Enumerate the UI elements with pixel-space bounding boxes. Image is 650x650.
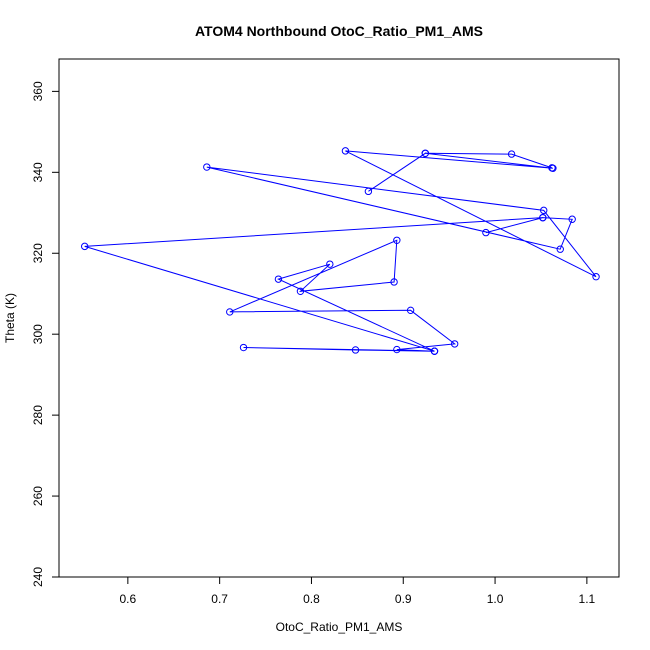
series-line	[84, 150, 597, 352]
data-point	[450, 340, 459, 348]
y-tick-label: 320	[31, 243, 45, 263]
y-tick-label: 240	[31, 567, 45, 587]
data-point	[239, 343, 248, 352]
data-point	[341, 147, 350, 155]
y-tick-label: 280	[31, 405, 45, 425]
data-point	[296, 287, 305, 295]
data-point	[393, 345, 401, 354]
x-tick-label: 0.6	[120, 592, 137, 606]
data-point	[81, 242, 89, 251]
x-tick-label: 1.0	[487, 592, 504, 606]
data-point	[406, 306, 415, 315]
x-axis: 0.6 0.7 0.8 0.9 1.0 1.1	[120, 576, 596, 606]
data-point	[421, 149, 429, 157]
data-point	[540, 206, 548, 215]
data-point	[507, 150, 516, 158]
y-tick-label: 360	[31, 81, 45, 101]
x-tick-label: 0.8	[303, 592, 320, 606]
chart-title: ATOM4 Northbound OtoC_Ratio_PM1_AMS	[195, 23, 483, 39]
x-tick-label: 0.7	[211, 592, 228, 606]
data-point	[568, 215, 576, 223]
data-point	[274, 275, 283, 283]
data-point	[539, 213, 547, 222]
data-point	[556, 245, 564, 253]
data-point	[393, 236, 401, 245]
y-tick-label: 340	[31, 162, 45, 182]
data-point	[364, 187, 373, 196]
data-point	[592, 273, 600, 281]
data-point	[351, 346, 360, 354]
plot-frame	[58, 58, 620, 578]
y-axis: 240 260 280 300 320 340 360	[31, 81, 60, 587]
data-point	[390, 278, 398, 286]
data-point	[482, 228, 490, 237]
data-point	[203, 163, 211, 171]
y-tick-label: 300	[31, 324, 45, 344]
data-point	[430, 347, 439, 355]
x-tick-label: 0.9	[395, 592, 412, 606]
y-tick-label: 260	[31, 486, 45, 506]
data-point	[549, 164, 557, 172]
series-layer	[81, 147, 600, 355]
x-tick-label: 1.1	[579, 592, 596, 606]
data-point	[226, 308, 234, 316]
data-point	[326, 260, 334, 268]
x-axis-label: OtoC_Ratio_PM1_AMS	[276, 620, 403, 634]
y-axis-label: Theta (K)	[3, 293, 17, 343]
